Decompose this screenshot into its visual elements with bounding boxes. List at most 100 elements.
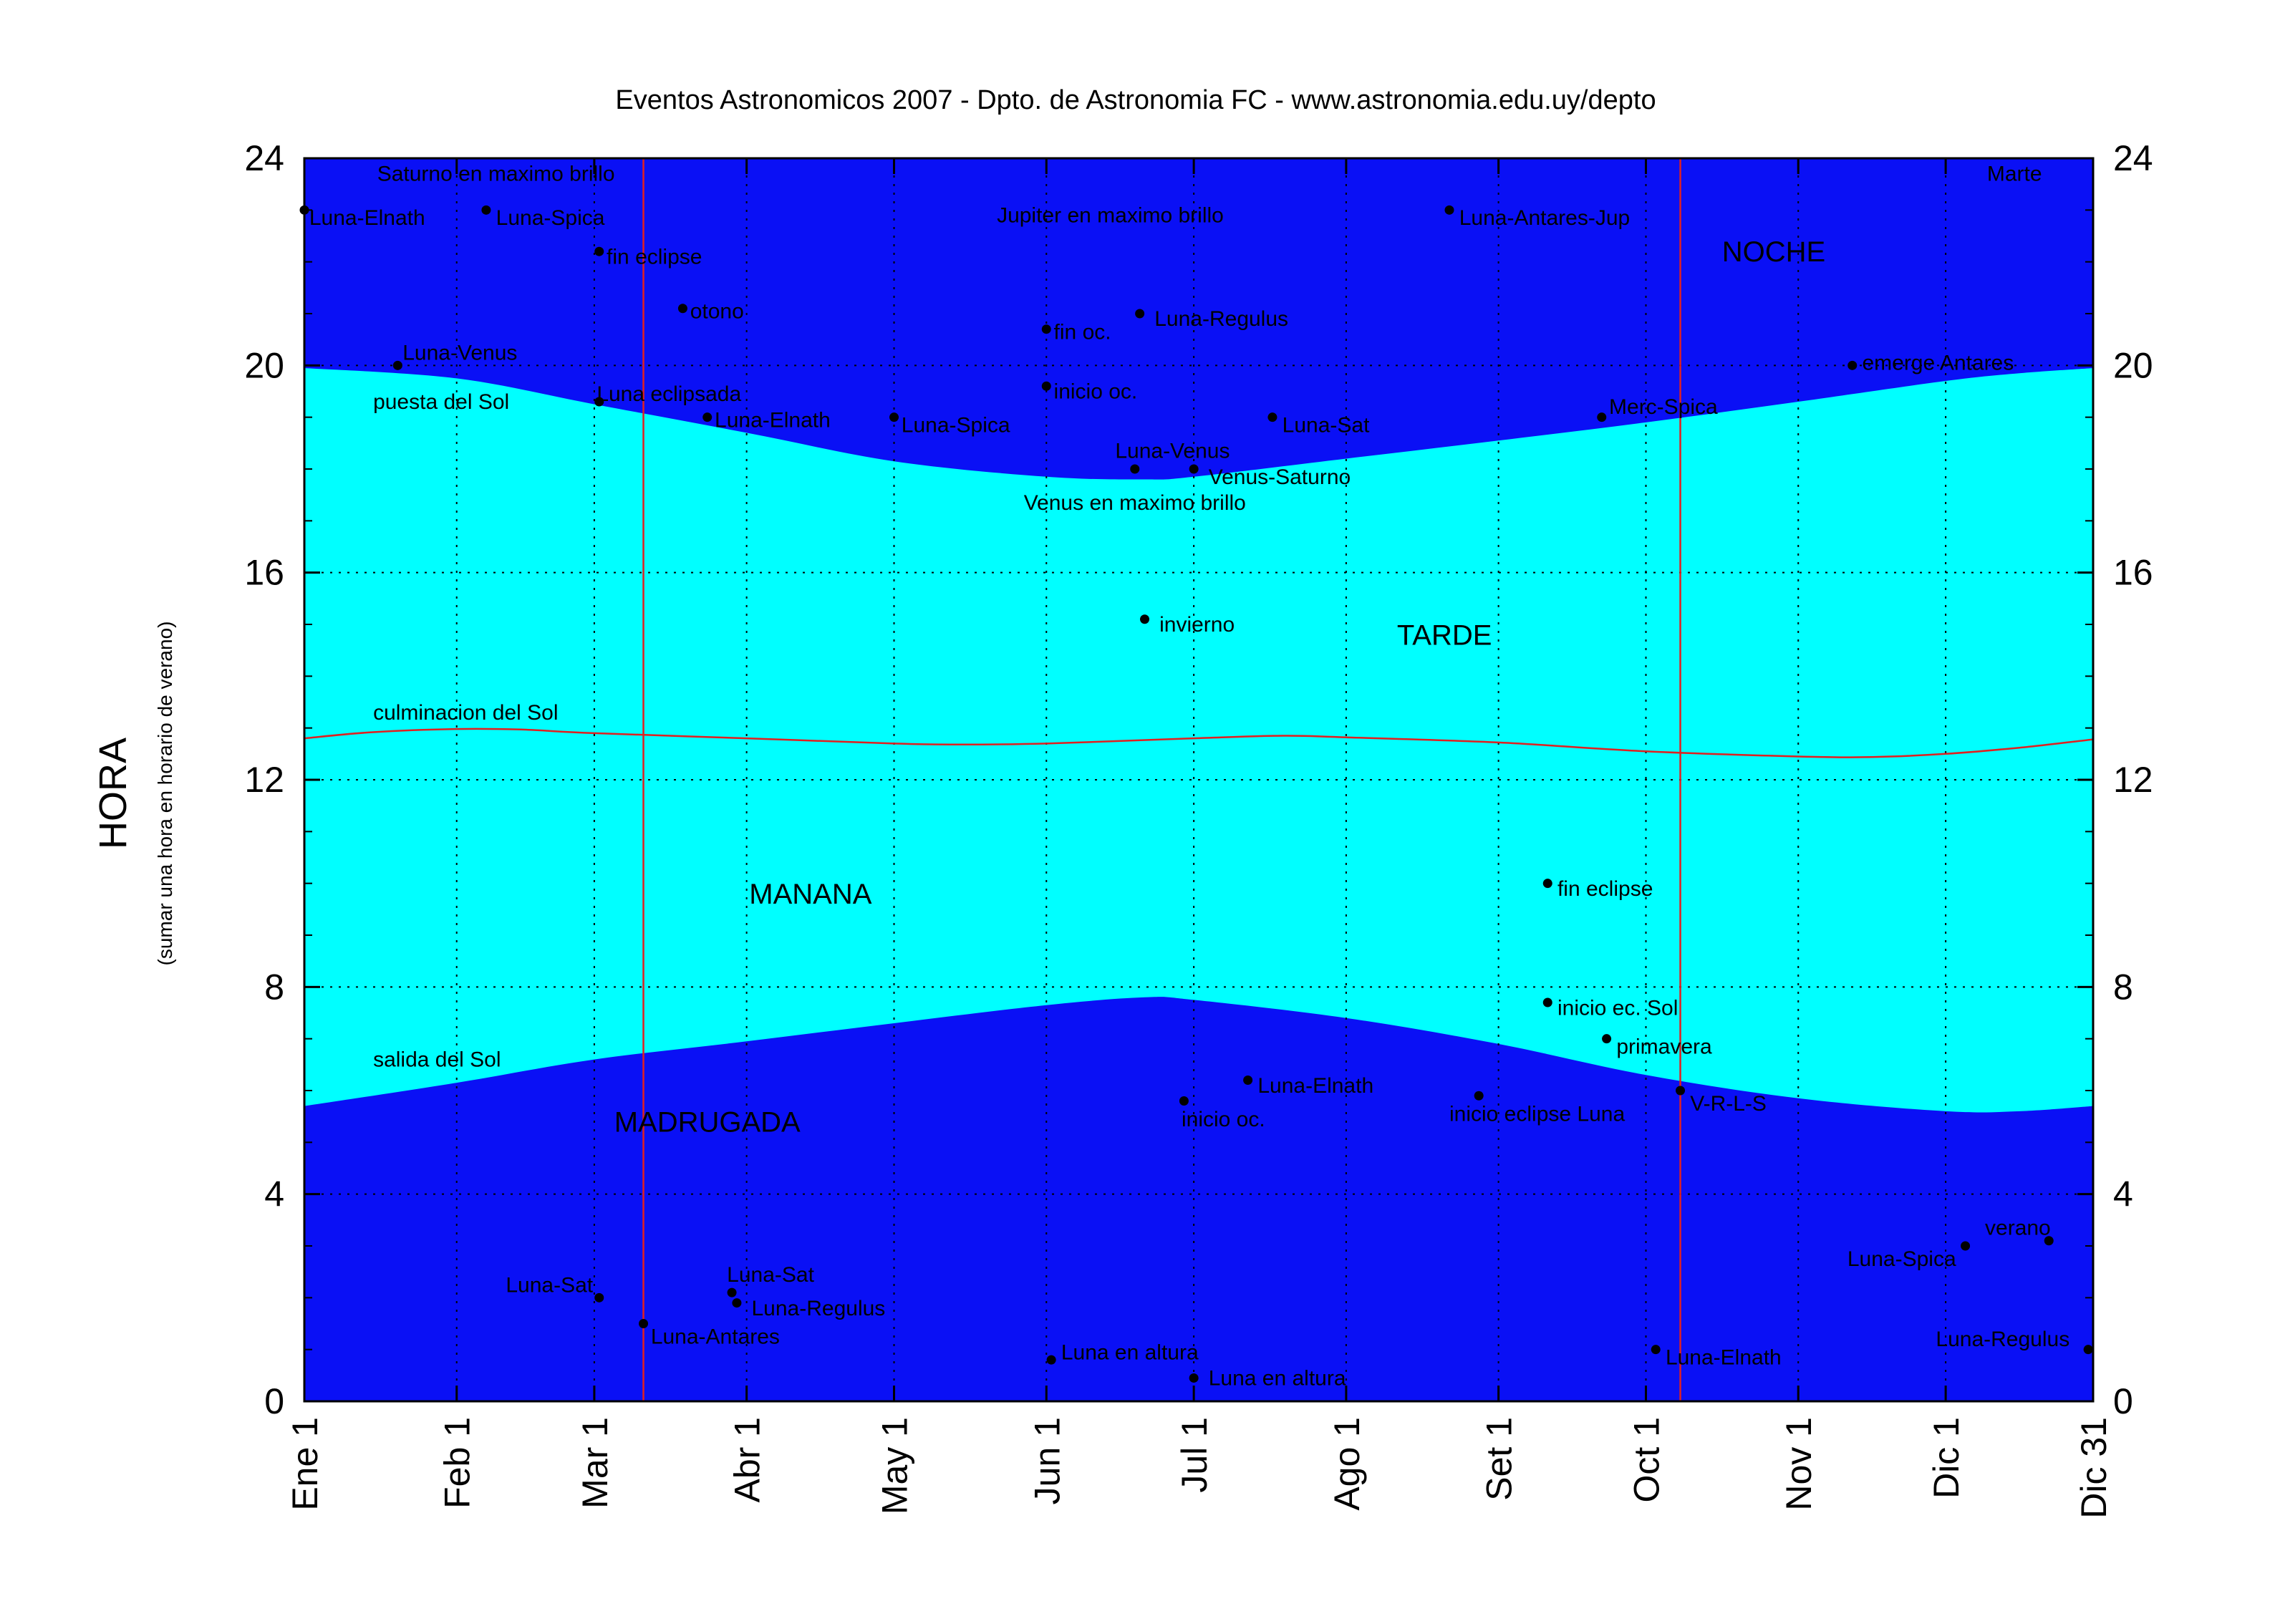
culmination-line [304,728,2094,758]
event-point [1135,309,1145,319]
event-label: Luna-Antares-Jup [1459,206,1630,230]
region-label: NOCHE [1722,236,1825,268]
event-label: Luna-Elnath [1257,1074,1373,1098]
event-label: Venus-Saturno [1209,465,1351,489]
y-tick-label-right: 0 [2113,1381,2133,1421]
event-label: Luna-Sat [506,1273,593,1297]
y-tick-label-right: 16 [2113,553,2153,593]
event-label: Luna-Elnath [715,408,831,432]
event-label: verano [1985,1217,2051,1240]
event-label: Luna-Regulus [752,1297,886,1320]
event-point [1961,1241,1971,1251]
event-point [1474,1091,1484,1101]
event-point [1847,360,1858,370]
event-point [1041,324,1051,334]
event-point [1189,464,1199,474]
y-tick-label-left: 24 [244,138,284,178]
x-tick-label: Set 1 [1479,1417,1520,1501]
event-label: Luna-Sat [1283,414,1370,438]
y-tick-label-left: 16 [244,553,284,593]
event-point [1046,1355,1056,1365]
event-label: Luna-Antares [651,1325,780,1349]
event-label: Luna-Spica [1847,1247,1956,1271]
event-point [1597,412,1607,422]
event-label: inicio ec. Sol [1557,996,1678,1020]
event-label: Luna-Venus [402,341,517,364]
event-label: Luna-Spica [496,206,605,230]
y-tick-label-left: 8 [264,967,284,1007]
event-label: fin eclipse [1557,877,1653,901]
x-tick-label: Ene 1 [285,1417,325,1511]
event-label: inicio eclipse Luna [1449,1103,1625,1126]
event-label: Luna-Spica [902,414,1010,438]
x-tick-label: Dic 1 [1926,1417,1966,1499]
event-point [594,1292,604,1302]
event-label: V-R-L-S [1690,1092,1767,1116]
x-tick-label: Nov 1 [1779,1417,1819,1511]
event-label: Marte [1987,163,2042,186]
y-tick-label-left: 0 [264,1381,284,1421]
event-point [594,246,604,256]
event-point [1179,1096,1189,1106]
event-point [1542,997,1552,1007]
event-point [639,1319,649,1328]
y-tick-label-left: 12 [244,760,284,800]
event-label: fin eclipse [607,245,702,269]
event-label: Luna-Elnath [1666,1346,1782,1370]
event-label: Luna en altura [1061,1340,1199,1364]
event-label: Luna-Regulus [1154,307,1288,331]
event-label: inicio oc. [1054,380,1138,404]
event-point [727,1287,737,1297]
event-label: Luna en altura [1209,1366,1346,1390]
event-label: Venus en maximo brillo [1024,491,1246,515]
event-point [1267,412,1277,422]
region-label: MANANA [749,879,871,910]
event-point [1130,464,1140,474]
event-label: Luna-Regulus [1936,1328,2069,1351]
event-label: otono [690,299,744,323]
sun-line-label: puesta del Sol [373,390,509,414]
region-label: MADRUGADA [614,1106,801,1138]
event-label: invierno [1159,613,1235,637]
event-point [1189,1373,1199,1383]
event-label: fin oc. [1054,320,1111,344]
y-tick-label-right: 24 [2113,138,2153,178]
event-label: Luna-Venus [1115,440,1230,463]
x-tick-label: Mar 1 [575,1417,615,1509]
event-point [889,412,899,422]
x-tick-label: Feb 1 [438,1417,478,1509]
event-point [392,360,402,370]
event-point [1602,1034,1612,1044]
event-point [677,304,687,314]
event-label: Luna eclipsada [596,382,741,406]
event-label: inicio oc. [1182,1108,1265,1131]
event-point [594,397,604,407]
event-label: Jupiter en maximo brillo [997,204,1224,228]
y-tick-label-right: 8 [2113,967,2133,1007]
event-label: Saturno en maximo brillo [377,163,615,186]
event-point [1676,1086,1686,1096]
y-axis-label: HORA [92,738,135,849]
x-tick-label: Oct 1 [1627,1417,1667,1502]
y-tick-label-right: 20 [2113,345,2153,385]
event-label: Merc-Spica [1609,395,1718,419]
event-point [1140,614,1150,624]
event-point [2044,1236,2054,1246]
x-tick-label: Jun 1 [1027,1417,1067,1504]
event-point [481,205,491,215]
x-tick-label: Ago 1 [1327,1417,1367,1511]
event-point [1243,1076,1253,1086]
x-tick-label: May 1 [875,1417,915,1514]
event-point [702,412,713,422]
y-tick-label-right: 4 [2113,1174,2133,1214]
y-axis-sublabel: (sumar una hora en horario de verano) [154,622,176,966]
sun-line-label: salida del Sol [373,1048,501,1072]
region-label: TARDE [1397,619,1492,651]
chart-title: Eventos Astronomicos 2007 - Dpto. de Ast… [615,85,1656,115]
event-label: primavera [1616,1035,1712,1059]
event-point [1651,1345,1661,1355]
x-tick-label: Jul 1 [1174,1417,1214,1493]
event-label: emerge Antares [1862,352,2014,375]
event-point [1444,205,1454,215]
